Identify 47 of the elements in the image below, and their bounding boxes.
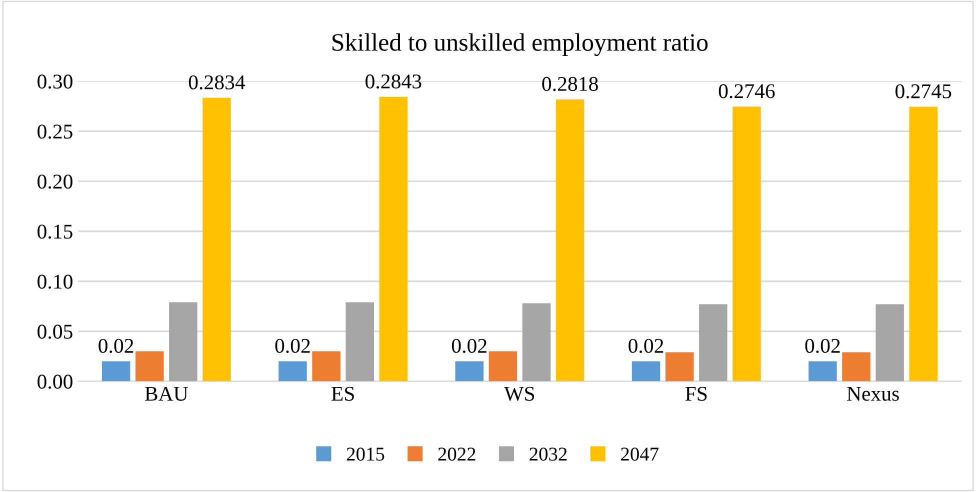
bar (102, 361, 130, 382)
bar (909, 106, 938, 382)
data-label: 0.2834 (188, 75, 246, 90)
x-tick-label: ES (332, 386, 354, 401)
data-label: 0.02 (98, 338, 134, 353)
bar (379, 96, 408, 382)
bar (278, 361, 307, 382)
legend-label: 2022 (438, 448, 476, 461)
chart-title: Skilled to unskilled employment ratio (332, 33, 708, 56)
data-label: 0.2843 (366, 74, 422, 89)
legend-label: 2032 (530, 448, 567, 461)
legend-label: 2015 (346, 448, 384, 461)
y-tick-label: 0.15 (38, 224, 72, 239)
y-tick-label: 0.05 (38, 324, 72, 339)
bar (632, 361, 660, 382)
x-tick-label: Nexus (847, 386, 899, 401)
bar (876, 304, 904, 382)
bar (808, 361, 837, 382)
bar (202, 98, 231, 382)
bar (556, 99, 584, 382)
data-label: 0.02 (805, 338, 840, 353)
y-tick-label: 0.30 (38, 74, 72, 89)
bar (522, 303, 551, 382)
bar (135, 351, 164, 382)
data-label: 0.02 (628, 338, 664, 353)
bar (699, 304, 728, 382)
y-tick-label: 0.20 (38, 174, 72, 189)
legend-label: 2047 (621, 448, 659, 461)
bar (312, 351, 340, 382)
x-tick-label: WS (504, 386, 534, 401)
y-tick-label: 0.25 (38, 124, 72, 139)
bar (346, 302, 374, 382)
data-label: 0.02 (452, 338, 486, 353)
bar (169, 302, 198, 382)
bar (455, 361, 484, 382)
y-tick-label: 0.00 (38, 374, 72, 389)
data-label: 0.2746 (718, 84, 775, 98)
bar (732, 106, 761, 382)
bar (842, 352, 870, 382)
x-tick-label: BAU (145, 386, 188, 401)
bar (488, 351, 518, 382)
x-tick-label: FS (685, 386, 707, 401)
data-label: 0.2818 (542, 76, 598, 92)
data-label: 0.2745 (896, 84, 952, 98)
y-tick-label: 0.10 (38, 274, 72, 289)
data-label: 0.02 (275, 338, 310, 353)
bar (665, 352, 694, 382)
